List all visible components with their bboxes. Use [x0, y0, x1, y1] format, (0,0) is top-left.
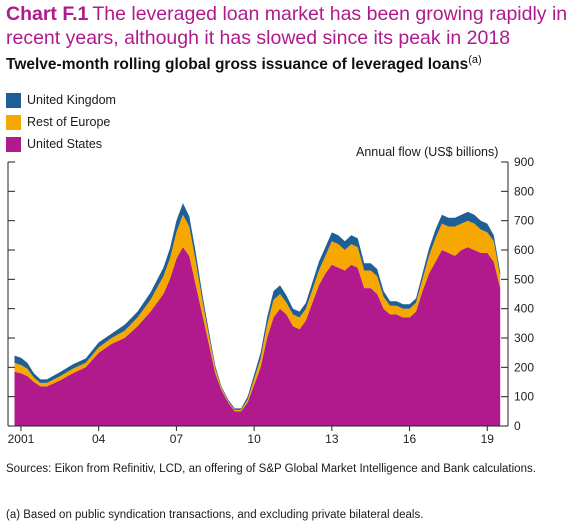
- x-tick-label: 2001: [8, 432, 35, 446]
- legend-swatch-uk: [6, 92, 21, 108]
- y-axis-label: Annual flow (US$ billions): [356, 145, 499, 159]
- chart-subtitle: Twelve-month rolling global gross issuan…: [6, 54, 482, 74]
- area-united-kingdom: [14, 203, 501, 410]
- legend-item-uk: United Kingdom: [6, 89, 116, 111]
- y-tick-label: 900: [514, 155, 534, 169]
- x-tick-label: 19: [481, 432, 495, 446]
- stacked-area-series: [14, 203, 501, 426]
- chart-title: Chart F.1 The leveraged loan market has b…: [6, 2, 574, 50]
- legend-label-rest-of-europe: Rest of Europe: [27, 115, 111, 129]
- legend-label-us: United States: [27, 137, 103, 151]
- x-tick-label: 07: [170, 432, 184, 446]
- y-tick-label: 300: [514, 331, 534, 345]
- y-tick-label: 100: [514, 390, 534, 404]
- area-united-states: [14, 247, 501, 426]
- legend-swatch-us: [6, 136, 21, 152]
- chart-subtitle-text: Twelve-month rolling global gross issuan…: [6, 56, 469, 74]
- y-tick-label: 500: [514, 272, 534, 286]
- chart-title-text: The leveraged loan market has been growi…: [6, 3, 568, 49]
- source-note: Sources: Eikon from Refinitiv, LCD, an o…: [6, 463, 536, 475]
- y-tick-label: 400: [514, 302, 534, 316]
- x-tick-label: 13: [325, 432, 339, 446]
- footnote: (a) Based on public syndication transact…: [6, 509, 424, 521]
- legend-item-us: United States: [6, 133, 116, 155]
- legend-label-uk: United Kingdom: [27, 93, 116, 107]
- legend-item-rest-of-europe: Rest of Europe: [6, 111, 116, 133]
- chart-legend: United Kingdom Rest of Europe United Sta…: [6, 89, 116, 155]
- area-rest-of-europe: [14, 214, 501, 412]
- x-tick-label: 16: [403, 432, 417, 446]
- chart-number: Chart F.1: [6, 3, 89, 25]
- x-tick-label: 10: [247, 432, 261, 446]
- legend-swatch-rest-of-europe: [6, 114, 21, 130]
- x-tick-label: 04: [92, 432, 106, 446]
- y-tick-label: 0: [514, 419, 521, 433]
- chart-axes: 0 100 200 300 400 500 600 700 800 900 2001 04 07 10 13…: [7, 155, 534, 446]
- subtitle-footnote-marker: (a): [468, 54, 482, 66]
- y-tick-label: 700: [514, 214, 534, 228]
- y-tick-label: 800: [514, 184, 534, 198]
- y-tick-label: 200: [514, 360, 534, 374]
- chart-area: 0 100 200 300 400 500 600 700 800 900 2001 04 07 10 13…: [7, 155, 534, 446]
- y-tick-label: 600: [514, 243, 534, 257]
